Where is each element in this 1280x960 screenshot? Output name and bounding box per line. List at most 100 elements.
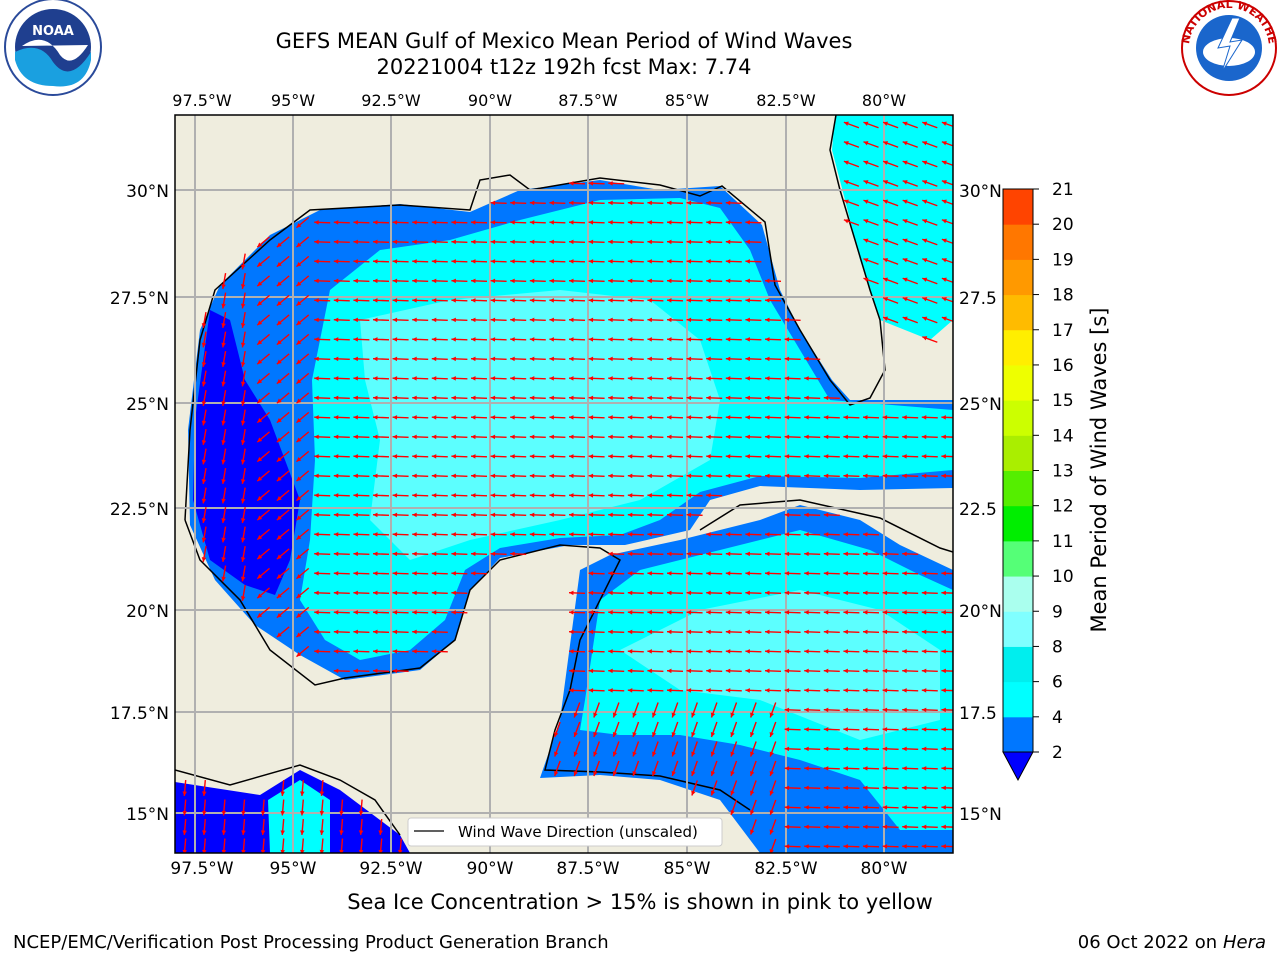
wave-arrow-head (314, 298, 319, 303)
lat-tick-label-right: 27.5 (959, 289, 997, 309)
wave-arrow-head (882, 434, 888, 440)
wave-arrow-head (667, 337, 672, 342)
wave-arrow-head (647, 551, 652, 557)
wave-arrow-head (451, 220, 456, 225)
wave-arrow-head (221, 557, 226, 562)
wave-arrow-head (296, 320, 302, 326)
wave-arrow-head (922, 238, 928, 243)
wave-arrow-head (333, 376, 339, 381)
wave-arrow-head (314, 551, 319, 557)
colorbar-tick-label: 15 (1052, 391, 1074, 411)
colorbar-segment (1003, 646, 1033, 683)
wave-arrow-head (182, 830, 187, 835)
wave-arrow-head (902, 766, 907, 771)
wave-arrow-head (412, 337, 417, 342)
wave-arrow-head (392, 415, 398, 420)
wave-arrow-head (804, 571, 809, 576)
wave-arrow-head (240, 459, 246, 465)
wave-arrow-head (843, 629, 848, 635)
wave-arrow-head (745, 610, 750, 615)
wave-arrow-head (706, 239, 711, 245)
wave-arrow-head (392, 532, 398, 537)
wave-arrow-head (627, 551, 633, 557)
wave-arrow-head (823, 590, 829, 596)
wave-arrow-head (569, 415, 574, 420)
wave-arrow-head (451, 551, 456, 557)
wave-arrow-head (392, 610, 398, 615)
wave-arrow-head (296, 515, 302, 521)
wave-arrow-head (667, 259, 672, 264)
wave-arrow-head (667, 454, 672, 459)
wave-arrow-head (843, 121, 849, 126)
wave-arrow-head (333, 278, 339, 284)
wave-arrow-head (667, 668, 672, 674)
wave-arrow-head (549, 356, 554, 362)
wave-arrow-head (257, 418, 263, 423)
wave-arrow-head (843, 805, 848, 810)
wave-arrow-head (745, 278, 750, 284)
wave-arrow-head (296, 496, 302, 501)
lat-tick-label: 30°N (126, 182, 169, 202)
wave-arrow-head (276, 320, 282, 326)
wave-arrow-head (941, 785, 946, 791)
wave-arrow-head (549, 220, 554, 225)
wave-arrow-head (296, 379, 302, 384)
wave-arrow-head (823, 473, 829, 479)
wave-arrow-head (549, 298, 554, 303)
wave-arrow-head (686, 688, 692, 693)
wave-arrow-head (431, 551, 437, 557)
wave-arrow-head (392, 668, 398, 674)
wave-arrow-head (257, 320, 263, 326)
wave-arrow-head (784, 473, 790, 479)
wave-arrow-head (921, 746, 927, 752)
wave-arrow-head (784, 824, 790, 830)
wave-arrow-head (296, 613, 302, 618)
wave-arrow-head (569, 317, 574, 323)
wave-arrow-head (667, 356, 672, 362)
wave-arrow-head (843, 649, 848, 654)
wave-arrow-head (784, 649, 790, 654)
wave-arrow-head (608, 239, 613, 245)
wave-arrow-head (569, 493, 574, 498)
footer-date: 06 Oct 2022 on Hera (1078, 932, 1266, 953)
wave-arrow-head (667, 317, 672, 323)
wave-arrow-head (276, 496, 282, 501)
wave-arrow-head (392, 259, 398, 264)
wave-arrow-head (725, 395, 731, 401)
wave-arrow-head (863, 785, 868, 791)
wave-arrow-head (333, 317, 339, 323)
wave-arrow-head (725, 259, 731, 264)
wave-arrow-head (784, 844, 790, 849)
wave-arrow-head (276, 242, 282, 248)
wave-arrow-head (784, 356, 790, 362)
wave-arrow-head (549, 493, 554, 498)
wave-arrow-head (431, 317, 437, 323)
wave-arrow-head (588, 473, 594, 479)
wave-arrow-head (314, 259, 319, 264)
wave-arrow-head (941, 668, 946, 674)
wave-arrow-head (296, 418, 302, 423)
wave-arrow-head (353, 356, 358, 362)
wave-arrow-head (373, 259, 378, 264)
wave-arrow-head (941, 180, 947, 185)
wave-arrow-head (608, 259, 613, 264)
lat-ticks-right: 30°N 27.5 25°N 22.5 20°N 17.5 15°N (959, 182, 1002, 825)
wave-arrow-head (765, 668, 770, 674)
wave-arrow-head (392, 317, 398, 323)
wave-arrow-head (706, 298, 711, 303)
colorbar-segment (1003, 259, 1033, 296)
wave-arrow-head (823, 785, 829, 791)
wave-arrow-head (883, 180, 889, 185)
wave-arrow-head (784, 512, 790, 518)
wave-arrow-head (608, 532, 613, 537)
wave-arrow-head (608, 551, 613, 557)
wave-arrow-head (745, 532, 750, 537)
wave-arrow-head (667, 688, 672, 693)
wave-arrow-head (221, 401, 226, 406)
wave-arrow-head (647, 512, 652, 518)
wave-arrow-head (608, 434, 613, 440)
sea-ice-note: Sea Ice Concentration > 15% is shown in … (347, 890, 933, 914)
wave-arrow-head (240, 381, 246, 387)
colorbar: 2 4 6 8 9 10 11 12 13 14 15 16 17 18 19 20 21 (1002, 180, 1074, 782)
wave-arrow-head (608, 337, 613, 342)
